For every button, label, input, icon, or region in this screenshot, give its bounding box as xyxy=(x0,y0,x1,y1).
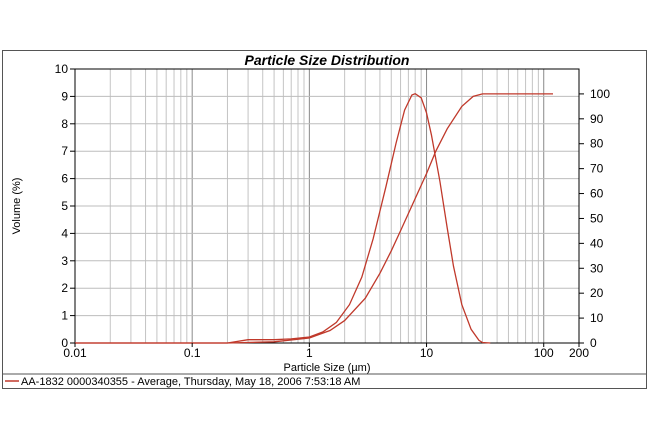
y-tick-label: 4 xyxy=(61,226,68,240)
y2-tick-label: 30 xyxy=(590,261,604,275)
x-tick-label: 100 xyxy=(534,346,554,360)
y-tick-label: 5 xyxy=(61,199,68,213)
y-tick-label: 3 xyxy=(61,254,68,268)
y-tick-label: 1 xyxy=(61,309,68,323)
x-tick-label: 0.1 xyxy=(184,346,201,360)
series-line-cumulative xyxy=(75,93,553,344)
series-line-frequency xyxy=(75,92,491,344)
y2-tick-label: 80 xyxy=(590,137,604,151)
y2-tick-label: 40 xyxy=(590,236,604,250)
x-axis-label: Particle Size (µm) xyxy=(283,362,370,374)
grid-layer xyxy=(74,69,580,343)
x-tick-label: 1 xyxy=(306,346,313,360)
y2-tick-label: 50 xyxy=(590,211,604,225)
y-axis-label: Volume (%) xyxy=(11,178,23,235)
y-tick-label: 8 xyxy=(61,117,68,131)
y-tick-label: 10 xyxy=(55,62,69,76)
chart-frame: 0 1 2 3 4 5 6 7 8 9 10 0 10 20 30 40 50 60 70 80 90 100 0.01 0.… xyxy=(2,50,647,389)
y-tick-label: 6 xyxy=(61,172,68,186)
y-tick-label: 7 xyxy=(61,144,68,158)
y2-tick-label: 20 xyxy=(590,286,604,300)
x-tick-label: 0.01 xyxy=(63,346,87,360)
legend-entry: AA-1832 0000340355 - Average, Thursday, … xyxy=(21,376,360,388)
y2-tick-label: 100 xyxy=(590,87,610,101)
y2-tick-label: 10 xyxy=(590,311,604,325)
y2-tick-label: 0 xyxy=(590,336,597,350)
y-tick-label: 2 xyxy=(61,281,68,295)
chart-title: Particle Size Distribution xyxy=(245,52,410,68)
y-tick-label: 9 xyxy=(61,89,68,103)
series-layer xyxy=(75,92,553,344)
y-tick-label: 0 xyxy=(61,336,68,350)
x-tick-label: 10 xyxy=(420,346,434,360)
y2-tick-label: 70 xyxy=(590,162,604,176)
y2-tick-label: 90 xyxy=(590,112,604,126)
x-tick-label: 200 xyxy=(569,346,589,360)
y2-tick-label: 60 xyxy=(590,187,604,201)
